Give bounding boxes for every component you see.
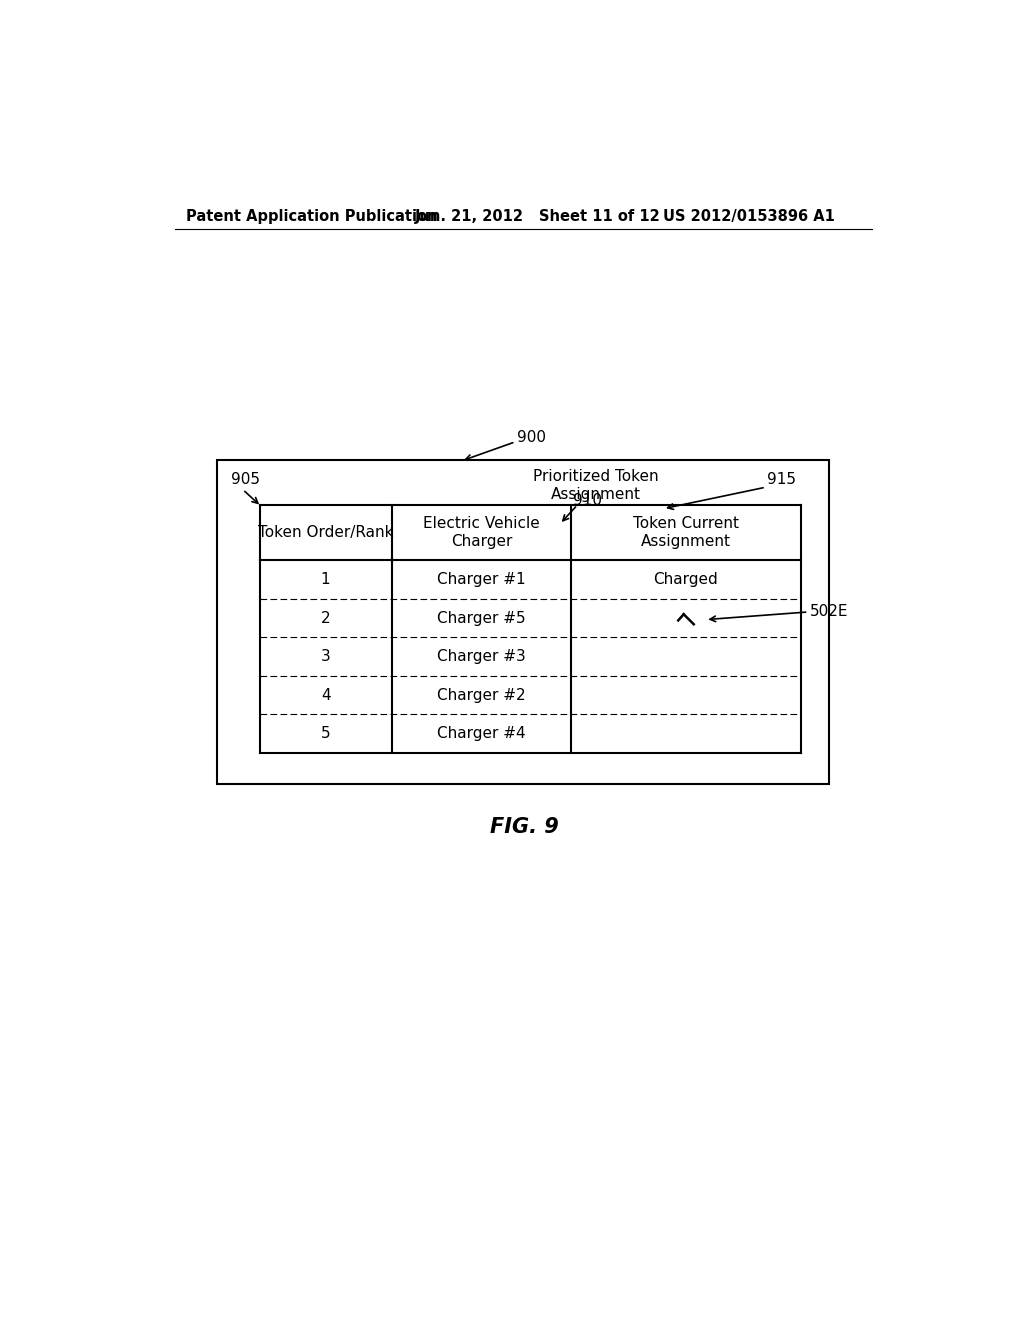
Text: 2: 2 <box>321 611 331 626</box>
Text: 915: 915 <box>767 473 797 487</box>
Text: 502E: 502E <box>810 605 849 619</box>
Text: 910: 910 <box>572 492 602 508</box>
Text: 5: 5 <box>321 726 331 741</box>
Text: Electric Vehicle
Charger: Electric Vehicle Charger <box>423 516 540 549</box>
Text: Charger #2: Charger #2 <box>437 688 525 702</box>
Text: 1: 1 <box>321 572 331 587</box>
Text: Charger #4: Charger #4 <box>437 726 525 741</box>
Text: 900: 900 <box>517 429 546 445</box>
Text: Token Order/Rank: Token Order/Rank <box>258 525 393 540</box>
Text: Sheet 11 of 12: Sheet 11 of 12 <box>539 210 659 224</box>
Bar <box>217 461 829 784</box>
Text: US 2012/0153896 A1: US 2012/0153896 A1 <box>663 210 835 224</box>
Text: Charger #3: Charger #3 <box>437 649 525 664</box>
Text: 3: 3 <box>321 649 331 664</box>
Text: Charged: Charged <box>653 572 719 587</box>
Text: Prioritized Token
Assignment: Prioritized Token Assignment <box>534 470 658 502</box>
Text: Patent Application Publication: Patent Application Publication <box>186 210 437 224</box>
Text: Charger #5: Charger #5 <box>437 611 525 626</box>
Text: 905: 905 <box>231 473 260 487</box>
Text: Jun. 21, 2012: Jun. 21, 2012 <box>415 210 523 224</box>
Text: Charger #1: Charger #1 <box>437 572 525 587</box>
Text: FIG. 9: FIG. 9 <box>490 817 559 837</box>
Text: Token Current
Assignment: Token Current Assignment <box>633 516 739 549</box>
Text: 4: 4 <box>321 688 331 702</box>
